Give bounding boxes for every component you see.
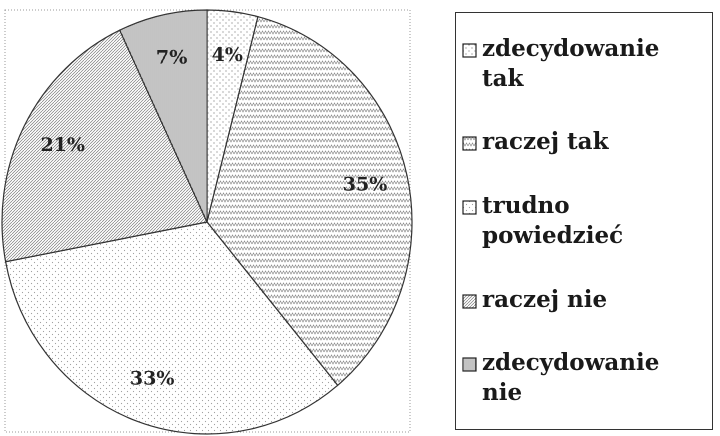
legend-label: zdecydowanie nie xyxy=(482,349,660,407)
slice-label: 33% xyxy=(130,368,175,390)
pie-slice xyxy=(4,221,339,435)
legend-label: zdecydowanie tak xyxy=(482,34,660,92)
slice-label: 21% xyxy=(40,134,85,156)
legend-swatch xyxy=(462,357,477,372)
slice-label: 7% xyxy=(156,47,187,69)
legend-item: zdecydowanie nie xyxy=(462,348,706,408)
pie-slice xyxy=(1,29,208,263)
legend-item: raczej nie xyxy=(462,285,706,315)
pie-chart: 4% 35% 33% 21% 7% xyxy=(1,9,413,435)
legend-label: trudno powiedzieć xyxy=(482,191,624,249)
legend-item: raczej tak xyxy=(462,127,706,157)
pie-slice xyxy=(118,9,208,223)
legend-swatch xyxy=(462,293,477,309)
legend-swatch xyxy=(462,200,477,215)
legend-swatch xyxy=(462,136,477,151)
legend-label: raczej tak xyxy=(482,128,609,156)
legend-item: trudno powiedzieć xyxy=(462,191,706,251)
legend: zdecydowanie tak raczej tak trudno powiedz… xyxy=(455,12,713,430)
slice-label: 4% xyxy=(212,44,243,66)
slice-label: 35% xyxy=(343,173,388,195)
legend-label: raczej nie xyxy=(482,285,608,313)
pie-slice xyxy=(206,15,413,387)
legend-swatch xyxy=(462,43,477,58)
legend-item: zdecydowanie tak xyxy=(462,34,706,94)
